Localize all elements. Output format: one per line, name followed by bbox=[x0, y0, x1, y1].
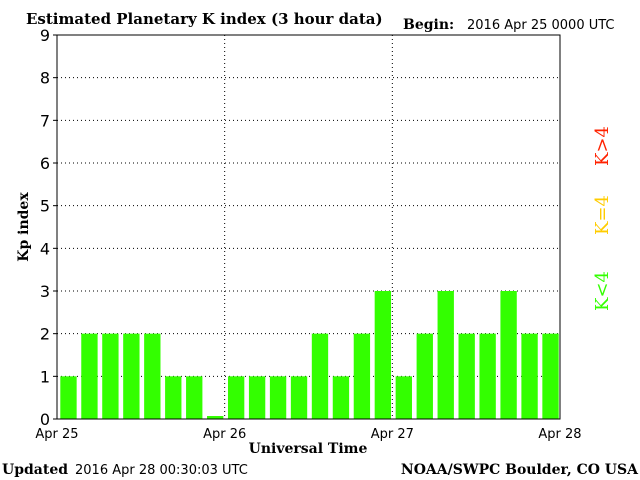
kp-bar bbox=[332, 376, 350, 419]
y-tick-label: 8 bbox=[40, 69, 50, 88]
y-tick-label: 9 bbox=[40, 26, 50, 45]
updated-label: Updated bbox=[2, 462, 68, 478]
kp-bar bbox=[81, 333, 98, 419]
x-ticks: Apr 25 Apr 26 Apr 27 Apr 28 bbox=[35, 427, 581, 442]
kp-bar bbox=[458, 333, 475, 419]
x-axis-label: Universal Time bbox=[249, 441, 368, 457]
x-tick-label: Apr 26 bbox=[203, 427, 246, 442]
source-credit: NOAA/SWPC Boulder, CO USA bbox=[401, 462, 639, 478]
kp-bar bbox=[311, 333, 329, 419]
kp-bar bbox=[374, 291, 392, 419]
y-tick-label: 6 bbox=[40, 154, 50, 173]
grid-lines bbox=[57, 35, 560, 419]
kp-bar bbox=[144, 333, 161, 419]
x-tick-label: Apr 28 bbox=[538, 427, 581, 442]
y-axis-label: Kp index bbox=[16, 192, 32, 262]
updated-value: 2016 Apr 28 00:30:03 UTC bbox=[75, 463, 248, 478]
kp-bar bbox=[395, 376, 412, 419]
kp-bar bbox=[165, 376, 182, 419]
plot-frame bbox=[56, 34, 561, 420]
kp-bar bbox=[186, 376, 203, 419]
kp-bar bbox=[102, 333, 119, 419]
kp-bar bbox=[248, 376, 266, 419]
chart-title: Estimated Planetary K index (3 hour data… bbox=[26, 10, 383, 28]
x-tick-label: Apr 25 bbox=[35, 427, 78, 442]
y-ticks: 0 1 2 3 4 5 6 7 8 9 bbox=[40, 26, 57, 429]
kp-bar bbox=[500, 291, 517, 419]
legend-k-below-4: K<4 bbox=[592, 271, 613, 311]
y-tick-label: 2 bbox=[40, 325, 50, 344]
y-tick-label: 4 bbox=[40, 239, 50, 258]
x-tick-label: Apr 27 bbox=[371, 427, 414, 442]
kp-bar bbox=[437, 291, 454, 419]
kp-bar bbox=[207, 416, 224, 419]
y-tick-label: 3 bbox=[40, 282, 50, 301]
kp-bar bbox=[521, 333, 538, 419]
kp-bar bbox=[269, 376, 287, 419]
y-tick-label: 7 bbox=[40, 111, 50, 130]
kp-bar bbox=[353, 333, 371, 419]
kp-bar bbox=[123, 333, 140, 419]
y-tick-label: 5 bbox=[40, 197, 50, 216]
kp-bar bbox=[416, 333, 433, 419]
kp-bar bbox=[542, 333, 559, 419]
kp-bar bbox=[60, 376, 77, 419]
y-tick-label: 1 bbox=[40, 367, 50, 386]
legend-k-above-4: K>4 bbox=[592, 126, 613, 166]
y-tick-label: 0 bbox=[40, 410, 50, 429]
kp-bar bbox=[290, 376, 308, 419]
legend-k-equal-4: K=4 bbox=[592, 195, 613, 235]
kp-bar bbox=[479, 333, 496, 419]
begin-label: Begin: bbox=[403, 17, 454, 33]
bars bbox=[60, 291, 559, 419]
kp-bar bbox=[227, 376, 245, 419]
begin-value: 2016 Apr 25 0000 UTC bbox=[467, 18, 615, 33]
